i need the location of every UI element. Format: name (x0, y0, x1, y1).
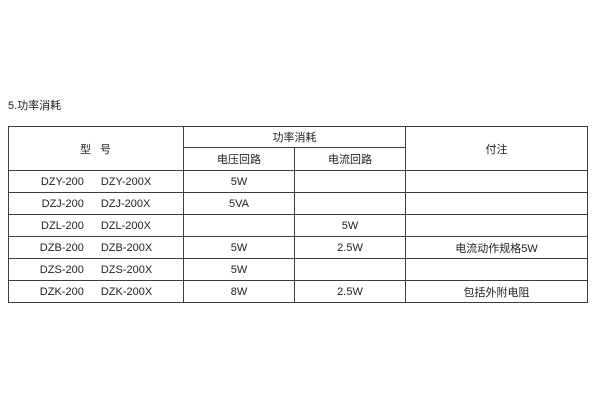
cell-note (405, 192, 588, 215)
power-consumption-table: 型 号 功率消耗 付注 电压回路 电流回路 DZY-200 DZY-200X 5… (8, 126, 588, 303)
table-row: DZB-200 DZB-200X 5W 2.5W 电流动作规格5W (8, 236, 588, 259)
cell-voltage: 5W (183, 170, 295, 193)
col-header-power-group: 功率消耗 (183, 126, 406, 148)
cell-current (294, 258, 406, 281)
table-row: DZK-200 DZK-200X 8W 2.5W 包括外附电阻 (8, 280, 588, 303)
cell-current: 2.5W (294, 280, 406, 303)
cell-voltage: 5W (183, 258, 295, 281)
col-header-current-circuit: 电流回路 (294, 147, 406, 171)
model-name: DZJ-200X (100, 197, 151, 210)
model-name: DZS-200X (100, 263, 153, 276)
col-header-voltage-circuit: 电压回路 (183, 147, 295, 171)
cell-model: DZL-200 DZL-200X (8, 214, 184, 237)
model-name: DZB-200 (39, 241, 84, 254)
cell-model: DZB-200 DZB-200X (8, 236, 184, 259)
cell-note (405, 214, 588, 237)
cell-model: DZS-200 DZS-200X (8, 258, 184, 281)
cell-current: 5W (294, 214, 406, 237)
cell-current (294, 170, 406, 193)
model-name: DZJ-200 (41, 197, 84, 210)
model-name: DZY-200X (100, 175, 152, 188)
cell-note (405, 170, 588, 193)
cell-voltage: 8W (183, 280, 295, 303)
col-header-model: 型 号 (8, 126, 184, 171)
section-heading: 5.功率消耗 (8, 100, 62, 112)
col-header-notes: 付注 (405, 126, 588, 171)
table-row: DZY-200 DZY-200X 5W (8, 170, 588, 193)
table-row: DZJ-200 DZJ-200X 5VA (8, 192, 588, 215)
cell-note: 包括外附电阻 (405, 280, 588, 303)
header-row-top: 型 号 功率消耗 付注 (8, 126, 588, 171)
table-row: DZS-200 DZS-200X 5W (8, 258, 588, 281)
model-name: DZK-200 (39, 285, 84, 298)
model-name: DZY-200 (40, 175, 84, 188)
cell-model: DZY-200 DZY-200X (8, 170, 184, 193)
model-name: DZL-200X (100, 219, 151, 232)
table-row: DZL-200 DZL-200X 5W (8, 214, 588, 237)
model-name: DZS-200 (39, 263, 84, 276)
cell-note: 电流动作规格5W (405, 236, 588, 259)
cell-voltage: 5W (183, 236, 295, 259)
model-name: DZL-200 (41, 219, 84, 232)
cell-voltage (183, 214, 295, 237)
cell-model: DZJ-200 DZJ-200X (8, 192, 184, 215)
cell-current (294, 192, 406, 215)
model-name: DZK-200X (100, 285, 153, 298)
cell-voltage: 5VA (183, 192, 295, 215)
cell-model: DZK-200 DZK-200X (8, 280, 184, 303)
cell-note (405, 258, 588, 281)
cell-current: 2.5W (294, 236, 406, 259)
model-name: DZB-200X (100, 241, 153, 254)
